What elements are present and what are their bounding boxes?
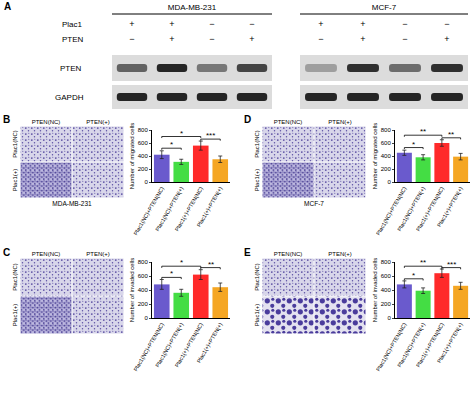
svg-text:GAPDH: GAPDH (55, 93, 84, 102)
svg-text:PTEN(NC): PTEN(NC) (274, 119, 303, 125)
svg-text:Plac1(NC)+PTEN(NC): Plac1(NC)+PTEN(NC) (132, 322, 165, 373)
svg-text:Plac1(+): Plac1(+) (254, 169, 260, 192)
svg-text:600: 600 (381, 140, 392, 146)
svg-text:Number of migrated cells: Number of migrated cells (129, 123, 135, 190)
svg-text:**: ** (420, 258, 426, 267)
svg-text:MCF-7: MCF-7 (304, 200, 324, 207)
svg-text:PTEN(+): PTEN(+) (86, 251, 110, 257)
svg-text:400: 400 (381, 153, 392, 159)
svg-text:MDA-MB-231: MDA-MB-231 (52, 200, 92, 207)
svg-text:Plac1(NC)+PTEN(+): Plac1(NC)+PTEN(+) (396, 322, 426, 369)
svg-text:Plac1(NC)+PTEN(+): Plac1(NC)+PTEN(+) (154, 322, 184, 369)
svg-text:200: 200 (381, 301, 392, 307)
svg-text:400: 400 (381, 287, 392, 293)
svg-text:−: − (249, 19, 254, 29)
svg-text:Plac1(+)+PTEN(NC): Plac1(+)+PTEN(NC) (415, 322, 445, 369)
svg-text:Plac1: Plac1 (62, 20, 83, 29)
svg-text:+: + (360, 34, 365, 44)
svg-text:0: 0 (387, 179, 391, 185)
svg-text:B: B (3, 114, 10, 125)
svg-text:200: 200 (138, 301, 149, 307)
svg-text:+: + (169, 34, 174, 44)
svg-text:Plac1(NC): Plac1(NC) (254, 263, 260, 291)
svg-text:***: *** (206, 131, 215, 140)
svg-text:600: 600 (138, 140, 149, 146)
svg-text:−: − (318, 34, 323, 44)
svg-text:**: ** (448, 130, 454, 139)
svg-text:Number of migrated cells: Number of migrated cells (372, 123, 378, 190)
svg-text:600: 600 (381, 273, 392, 279)
svg-text:0: 0 (387, 315, 391, 321)
svg-text:Plac1(NC): Plac1(NC) (254, 130, 260, 158)
svg-text:*: * (412, 271, 415, 280)
svg-text:PTEN(NC): PTEN(NC) (32, 119, 61, 125)
svg-text:PTEN: PTEN (62, 35, 84, 44)
svg-text:*: * (180, 258, 183, 267)
svg-text:***: *** (447, 260, 456, 269)
svg-text:+: + (318, 19, 323, 29)
svg-text:200: 200 (381, 166, 392, 172)
svg-text:Number of invaded cells: Number of invaded cells (372, 258, 378, 322)
svg-text:Plac1(+)+PTEN(NC): Plac1(+)+PTEN(NC) (415, 186, 445, 233)
svg-text:Plac1(NC)+PTEN(NC): Plac1(NC)+PTEN(NC) (375, 322, 408, 373)
svg-text:**: ** (208, 260, 214, 269)
svg-text:C: C (3, 247, 10, 258)
svg-text:+: + (249, 34, 254, 44)
svg-text:Plac1(+)+PTEN(+): Plac1(+)+PTEN(+) (436, 322, 464, 364)
svg-text:PTEN: PTEN (60, 64, 82, 73)
svg-text:−: − (402, 19, 407, 29)
svg-text:Plac1(+)+PTEN(+): Plac1(+)+PTEN(+) (196, 186, 224, 228)
svg-text:200: 200 (138, 166, 149, 172)
svg-text:Plac1(NC)+PTEN(NC): Plac1(NC)+PTEN(NC) (375, 186, 408, 237)
svg-text:*: * (412, 140, 415, 149)
svg-text:Plac1(NC)+PTEN(+): Plac1(NC)+PTEN(+) (154, 186, 184, 233)
svg-text:Plac1(NC): Plac1(NC) (12, 263, 18, 291)
svg-text:*: * (180, 129, 183, 138)
svg-text:+: + (169, 19, 174, 29)
svg-text:Plac1(+)+PTEN(NC): Plac1(+)+PTEN(NC) (174, 322, 204, 369)
svg-text:Plac1(NC): Plac1(NC) (12, 130, 18, 158)
svg-text:Plac1(+): Plac1(+) (12, 304, 18, 327)
svg-text:0: 0 (144, 179, 148, 185)
svg-text:Plac1(+)+PTEN(NC): Plac1(+)+PTEN(NC) (174, 186, 204, 233)
svg-text:Plac1(+)+PTEN(+): Plac1(+)+PTEN(+) (196, 322, 224, 364)
svg-text:+: + (444, 34, 449, 44)
svg-text:+: + (360, 19, 365, 29)
svg-text:*: * (170, 140, 173, 149)
svg-text:Plac1(NC)+PTEN(+): Plac1(NC)+PTEN(+) (396, 186, 426, 233)
svg-text:−: − (444, 19, 449, 29)
svg-text:PTEN(+): PTEN(+) (328, 251, 352, 257)
svg-text:−: − (209, 34, 214, 44)
svg-text:D: D (244, 114, 251, 125)
svg-text:E: E (244, 247, 251, 258)
svg-text:PTEN(NC): PTEN(NC) (274, 251, 303, 257)
svg-text:0: 0 (144, 315, 148, 321)
svg-text:+: + (129, 19, 134, 29)
svg-text:800: 800 (138, 259, 149, 265)
svg-text:MCF-7: MCF-7 (372, 3, 397, 12)
svg-text:800: 800 (381, 259, 392, 265)
svg-text:*: * (170, 269, 173, 278)
svg-text:A: A (4, 1, 11, 12)
svg-text:PTEN(NC): PTEN(NC) (32, 251, 61, 257)
svg-text:MDA-MB-231: MDA-MB-231 (168, 3, 217, 12)
svg-text:PTEN(+): PTEN(+) (328, 119, 352, 125)
svg-text:−: − (129, 34, 134, 44)
svg-text:**: ** (420, 127, 426, 136)
svg-text:−: − (402, 34, 407, 44)
svg-text:800: 800 (138, 127, 149, 133)
svg-text:Plac1(+): Plac1(+) (254, 304, 260, 327)
svg-text:Plac1(NC)+PTEN(NC): Plac1(NC)+PTEN(NC) (132, 186, 165, 237)
svg-text:400: 400 (138, 153, 149, 159)
svg-text:PTEN(+): PTEN(+) (86, 119, 110, 125)
svg-text:−: − (209, 19, 214, 29)
svg-text:400: 400 (138, 287, 149, 293)
svg-text:Number of invaded cells: Number of invaded cells (129, 258, 135, 322)
svg-text:600: 600 (138, 273, 149, 279)
svg-text:800: 800 (381, 127, 392, 133)
svg-text:Plac1(+)+PTEN(+): Plac1(+)+PTEN(+) (436, 186, 464, 228)
svg-text:Plac1(+): Plac1(+) (12, 169, 18, 192)
